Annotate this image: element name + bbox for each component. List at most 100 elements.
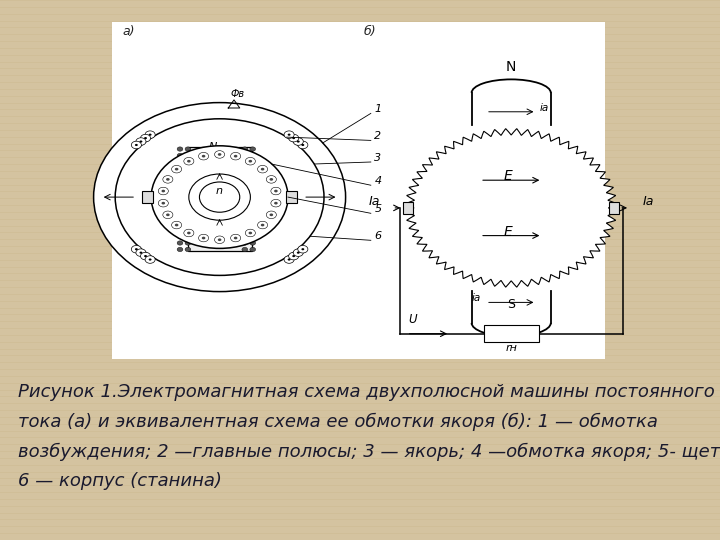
Circle shape — [148, 133, 151, 136]
Circle shape — [161, 202, 165, 205]
Circle shape — [234, 155, 238, 158]
Text: 6 — корпус (станина): 6 — корпус (станина) — [18, 472, 222, 490]
Text: 1: 1 — [374, 104, 382, 114]
Circle shape — [297, 252, 300, 254]
Circle shape — [292, 255, 295, 257]
FancyBboxPatch shape — [174, 221, 266, 232]
Bar — [112, 22, 605, 359]
Circle shape — [199, 152, 209, 160]
Circle shape — [250, 234, 256, 239]
Circle shape — [288, 259, 291, 261]
Circle shape — [166, 213, 170, 216]
Circle shape — [250, 247, 256, 252]
Circle shape — [298, 141, 308, 148]
Circle shape — [266, 176, 276, 183]
Text: U: U — [408, 313, 417, 326]
Circle shape — [175, 168, 179, 171]
Text: rн: rн — [505, 343, 517, 353]
Circle shape — [184, 158, 194, 165]
Circle shape — [140, 252, 143, 254]
Circle shape — [258, 221, 268, 229]
Text: Фв: Фв — [230, 89, 245, 99]
FancyBboxPatch shape — [174, 163, 266, 173]
Circle shape — [215, 236, 225, 244]
Text: б): б) — [364, 25, 377, 38]
Polygon shape — [405, 129, 617, 287]
Text: 4: 4 — [374, 176, 382, 186]
Circle shape — [248, 160, 252, 163]
Circle shape — [217, 238, 222, 241]
Text: 2: 2 — [374, 131, 382, 141]
FancyBboxPatch shape — [187, 147, 252, 168]
Circle shape — [161, 190, 165, 192]
Text: n: n — [216, 186, 223, 197]
Circle shape — [136, 249, 146, 256]
Text: S: S — [507, 323, 516, 337]
Circle shape — [175, 224, 179, 226]
Text: E: E — [503, 169, 512, 183]
Bar — [286, 191, 297, 203]
Circle shape — [288, 133, 291, 136]
Text: 5: 5 — [374, 204, 382, 214]
Circle shape — [246, 158, 256, 165]
Circle shape — [199, 182, 240, 212]
Circle shape — [177, 247, 183, 252]
Text: 3: 3 — [374, 153, 382, 163]
Circle shape — [246, 229, 256, 237]
Circle shape — [293, 249, 303, 256]
Circle shape — [136, 138, 146, 145]
Circle shape — [217, 153, 222, 156]
Bar — [403, 202, 413, 214]
Text: 6: 6 — [374, 231, 382, 241]
Circle shape — [140, 140, 143, 143]
Bar — [142, 191, 153, 203]
FancyBboxPatch shape — [187, 230, 252, 251]
Circle shape — [185, 160, 191, 164]
Circle shape — [177, 241, 183, 245]
Circle shape — [250, 153, 256, 158]
Circle shape — [158, 187, 168, 195]
Circle shape — [258, 165, 268, 173]
Circle shape — [185, 247, 191, 252]
Circle shape — [274, 202, 278, 205]
Circle shape — [261, 224, 264, 226]
Circle shape — [274, 190, 278, 192]
Text: iа: iа — [472, 293, 481, 303]
Circle shape — [269, 213, 273, 216]
Circle shape — [199, 234, 209, 242]
Text: а): а) — [122, 25, 135, 38]
Circle shape — [94, 103, 346, 292]
Bar — [484, 325, 539, 342]
Circle shape — [131, 246, 141, 253]
Circle shape — [234, 237, 238, 239]
Circle shape — [151, 146, 288, 248]
Circle shape — [171, 221, 181, 229]
Circle shape — [171, 165, 181, 173]
Circle shape — [115, 119, 324, 275]
Circle shape — [184, 229, 194, 237]
Circle shape — [230, 234, 240, 242]
Circle shape — [145, 131, 155, 138]
Circle shape — [189, 174, 251, 220]
Circle shape — [230, 152, 240, 160]
Circle shape — [202, 237, 205, 239]
Circle shape — [135, 144, 138, 146]
Circle shape — [250, 147, 256, 151]
Circle shape — [242, 153, 248, 158]
Circle shape — [242, 247, 248, 252]
Circle shape — [163, 211, 173, 219]
Text: Iа: Iа — [369, 195, 380, 208]
Circle shape — [144, 255, 147, 257]
Circle shape — [177, 234, 183, 239]
Circle shape — [298, 246, 308, 253]
Circle shape — [289, 252, 299, 260]
Circle shape — [187, 232, 191, 234]
Circle shape — [242, 160, 248, 164]
Text: Рисунок 1.Электромагнитная схема двухполюсной машины постоянного: Рисунок 1.Электромагнитная схема двухпол… — [18, 383, 715, 401]
Text: N: N — [506, 60, 516, 75]
Circle shape — [135, 248, 138, 251]
Text: S: S — [507, 298, 516, 311]
Circle shape — [215, 151, 225, 158]
Circle shape — [297, 140, 300, 143]
Circle shape — [148, 259, 151, 261]
